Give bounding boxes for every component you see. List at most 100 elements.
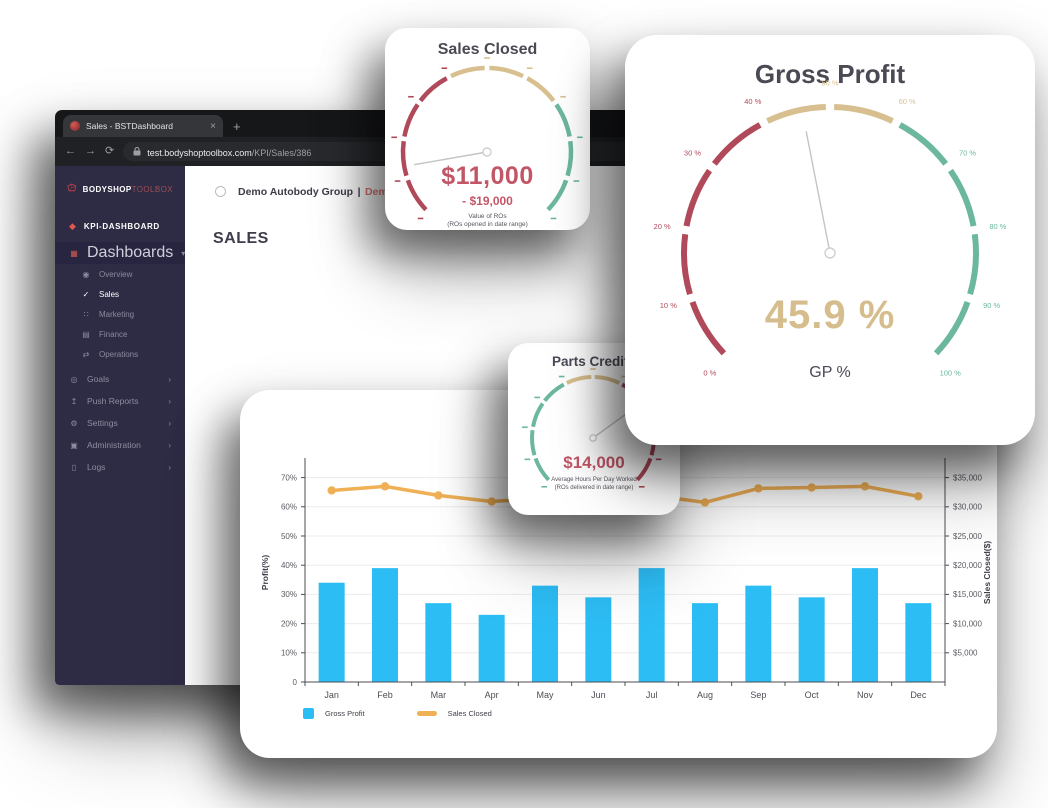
sidebar-item-label: Dashboards [87,244,174,261]
svg-text:10 %: 10 % [660,301,677,310]
sidebar-item-label: Administration [87,440,141,450]
svg-text:40 %: 40 % [744,97,761,106]
svg-text:60 %: 60 % [899,97,916,106]
svg-text:70 %: 70 % [959,149,976,158]
svg-text:$30,000: $30,000 [953,503,982,512]
chevron-right-icon: › [168,396,171,406]
browser-tab[interactable]: Sales - BSTDashboard × [63,115,223,137]
sidebar-item-operations[interactable]: ⇄ Operations [55,344,185,364]
svg-text:May: May [536,690,554,700]
search-icon[interactable] [215,185,226,197]
sidebar: BODYSHOPTOOLBOX ◆ KPI-DASHBOARD ▦ Dashbo… [55,166,185,685]
gear-icon: ⚙ [70,418,78,428]
svg-text:Sep: Sep [750,690,766,700]
gauge-title: Gross Profit [754,59,906,89]
logo-text-bold: BODYSHOP [82,185,132,194]
svg-text:Jul: Jul [646,690,658,700]
svg-text:$10,000: $10,000 [953,619,982,628]
svg-text:Dec: Dec [910,690,927,700]
svg-text:30%: 30% [281,590,297,599]
svg-text:$15,000: $15,000 [953,590,982,599]
tab-close-icon[interactable]: × [210,120,216,132]
chevron-right-icon: › [168,418,171,428]
legend-item-gross-profit[interactable]: Gross Profit [303,708,365,719]
sidebar-item-settings[interactable]: ⚙ Settings › [55,412,185,434]
svg-text:20 %: 20 % [654,222,671,231]
new-tab-button[interactable]: + [233,119,241,134]
gauge-title: Sales Closed [437,41,538,58]
svg-text:Jun: Jun [591,690,606,700]
logo-text-light: TOOLBOX [131,185,173,194]
app-logo[interactable]: BODYSHOPTOOLBOX [55,166,185,210]
svg-text:Oct: Oct [805,690,820,700]
gross-profit-gauge: 0 % 10 % 20 % 30 % 40 % 50 % 60 % 70 % 80 % 90 % 1… [654,79,1007,378]
sidebar-item-label: Goals [87,374,110,384]
workspace-label: KPI-DASHBOARD [83,221,160,231]
svg-text:0: 0 [293,678,298,687]
url-path: /KPI/Sales/386 [251,147,312,158]
sidebar-item-finance[interactable]: ▤ Finance [55,324,185,344]
header-separator: | [357,186,361,198]
svg-text:Nov: Nov [857,690,874,700]
sidebar-item-dashboards[interactable]: ▦ Dashboards ▾ [55,242,185,264]
sidebar-item-logs[interactable]: ▯ Logs › [55,456,185,478]
legend-label: Sales Closed [447,709,492,718]
diamond-icon: ◆ [69,220,76,231]
legend-item-sales-closed[interactable]: Sales Closed [416,709,492,718]
url-domain: test.bodyshoptoolbox.com [147,147,252,158]
svg-text:10%: 10% [281,649,297,658]
sidebar-item-label: Operations [99,349,139,359]
dashboards-grid-icon: ▦ [70,248,78,258]
refresh-icon[interactable]: ⟳ [105,145,115,157]
chart-legend: Gross Profit Sales Closed [303,708,492,719]
svg-text:90 %: 90 % [983,301,1000,310]
svg-text:Profit(%): Profit(%) [260,555,270,591]
back-icon[interactable]: ← [65,145,76,157]
lock-icon [133,147,141,156]
administration-icon: ▣ [70,440,78,450]
svg-text:Feb: Feb [377,690,393,700]
chevron-down-icon: ▾ [181,248,186,258]
svg-text:80 %: 80 % [989,222,1006,231]
marketing-icon: ∷ [83,309,89,319]
chevron-right-icon: › [168,462,171,472]
sidebar-item-label: Overview [99,269,133,279]
sidebar-item-push-reports[interactable]: ↥ Push Reports › [55,390,185,412]
sidebar-item-administration[interactable]: ▣ Administration › [55,434,185,456]
workspace-selector[interactable]: ◆ KPI-DASHBOARD [55,210,185,242]
gauge-title: Parts Credits [551,354,637,369]
line-swatch-icon [416,711,437,716]
svg-text:70%: 70% [281,473,297,482]
svg-text:50%: 50% [281,532,297,541]
sidebar-item-goals[interactable]: ◎ Goals › [55,368,185,390]
sidebar-item-label: Finance [99,329,128,339]
sidebar-item-label: Sales [99,289,120,299]
svg-text:Apr: Apr [485,690,499,700]
svg-text:$25,000: $25,000 [953,532,982,541]
sidebar-item-overview[interactable]: ◉ Overview [55,264,185,284]
sidebar-item-sales[interactable]: ✓ Sales [55,284,185,304]
upload-icon: ↥ [70,396,78,406]
svg-text:60%: 60% [281,503,297,512]
svg-text:$5,000: $5,000 [953,649,978,658]
svg-text:Sales Closed($): Sales Closed($) [982,541,992,604]
sales-icon: ✓ [82,289,90,299]
gross-profit-card: Gross Profit 0 % 10 % 20 % 30 % 40 % 50 % 60 %… [625,35,1035,445]
overview-icon: ◉ [82,269,90,279]
forward-icon[interactable]: → [85,145,96,157]
finance-icon: ▤ [82,329,90,339]
svg-text:0 %: 0 % [703,369,716,378]
legend-label: Gross Profit [325,709,365,718]
svg-text:Aug: Aug [697,690,713,700]
sales-closed-gauge [391,57,583,220]
svg-text:40%: 40% [281,561,297,570]
group-name: Demo Autobody Group [238,186,354,198]
svg-text:100 %: 100 % [940,369,962,378]
profit-sales-chart: 0 10% 20% 30% 40% 50% 60% 70% $5,000 $10,000 $15,0… [260,458,992,700]
sidebar-item-label: Settings [87,418,118,428]
svg-text:30 %: 30 % [684,149,701,158]
bodyshop-logo-icon [67,183,77,192]
logs-icon: ▯ [71,462,77,472]
sidebar-item-marketing[interactable]: ∷ Marketing [55,304,185,324]
bar-swatch-icon [303,708,314,719]
